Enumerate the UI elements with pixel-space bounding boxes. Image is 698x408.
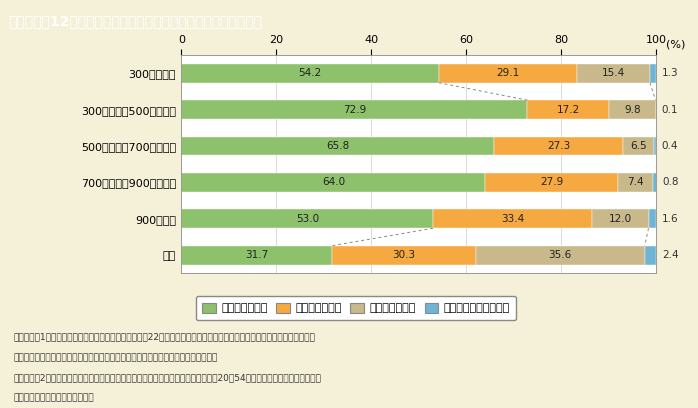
Text: 2.4: 2.4 [662,250,678,260]
Legend: 第３号被保険者, 第２号被保険者, 第１号被保険者, 加入していない・不詳: 第３号被保険者, 第２号被保険者, 第１号被保険者, 加入していない・不詳 [195,296,517,320]
Text: 35.6: 35.6 [549,250,572,260]
Text: 72.9: 72.9 [343,104,366,115]
Bar [433,209,592,228]
Text: 15.4: 15.4 [602,68,625,78]
Text: 30.3: 30.3 [392,250,415,260]
Text: 33.4: 33.4 [500,214,524,224]
Text: 2．夫婦関係であることをデータから確認できた場合を集計。妻の年齢は20～54歳。「全体」は夫の稼働所得が: 2．夫婦関係であることをデータから確認できた場合を集計。妻の年齢は20～54歳。… [14,373,322,382]
Bar [653,173,657,192]
Text: 53.0: 53.0 [296,214,319,224]
Bar [485,173,618,192]
Text: (%): (%) [666,40,685,50]
Bar [650,64,656,83]
Text: 54.2: 54.2 [299,68,322,78]
Text: 6.5: 6.5 [630,141,647,151]
Text: 12.0: 12.0 [609,214,632,224]
Text: 第１－２－12図　夫の稼働所得階級（年収）別妻の年金加入状況: 第１－２－12図 夫の稼働所得階級（年収）別妻の年金加入状況 [8,14,262,29]
Bar [181,137,493,155]
Text: 27.9: 27.9 [540,177,563,187]
Bar [528,100,609,119]
Text: 0.8: 0.8 [662,177,678,187]
Bar [493,137,623,155]
Bar [181,100,528,119]
Text: 0.1: 0.1 [662,104,678,115]
Bar [648,209,656,228]
Bar [181,64,439,83]
Text: 1.3: 1.3 [662,68,678,78]
Text: 17.2: 17.2 [557,104,580,115]
Bar [592,209,648,228]
Text: （備考）　1．厚生労働省「国民生活基礎調査」（平成22年）より作成。男女共同参画会議基本問題・影響調査専門調査会: （備考） 1．厚生労働省「国民生活基礎調査」（平成22年）より作成。男女共同参画… [14,333,315,341]
Bar [181,209,433,228]
Bar [645,246,656,265]
Text: 64.0: 64.0 [322,177,345,187]
Bar [181,173,485,192]
Text: 31.7: 31.7 [245,250,268,260]
Text: 29.1: 29.1 [496,68,519,78]
Bar [439,64,577,83]
Bar [332,246,476,265]
Text: 27.3: 27.3 [547,141,570,151]
Bar [476,246,645,265]
Bar [654,137,656,155]
Text: 1.6: 1.6 [662,214,678,224]
Text: 0.4: 0.4 [662,141,678,151]
Bar [618,173,653,192]
Text: 不明の場合を含む。: 不明の場合を含む。 [14,394,94,403]
Text: 65.8: 65.8 [326,141,349,151]
Bar [623,137,654,155]
Text: 7.4: 7.4 [627,177,644,187]
Bar [577,64,650,83]
Text: 女性と経済ワーキング・グループ（安部由起子委員）による特別集計。: 女性と経済ワーキング・グループ（安部由起子委員）による特別集計。 [14,353,218,362]
Bar [181,246,332,265]
Bar [609,100,655,119]
Text: 9.8: 9.8 [624,104,641,115]
